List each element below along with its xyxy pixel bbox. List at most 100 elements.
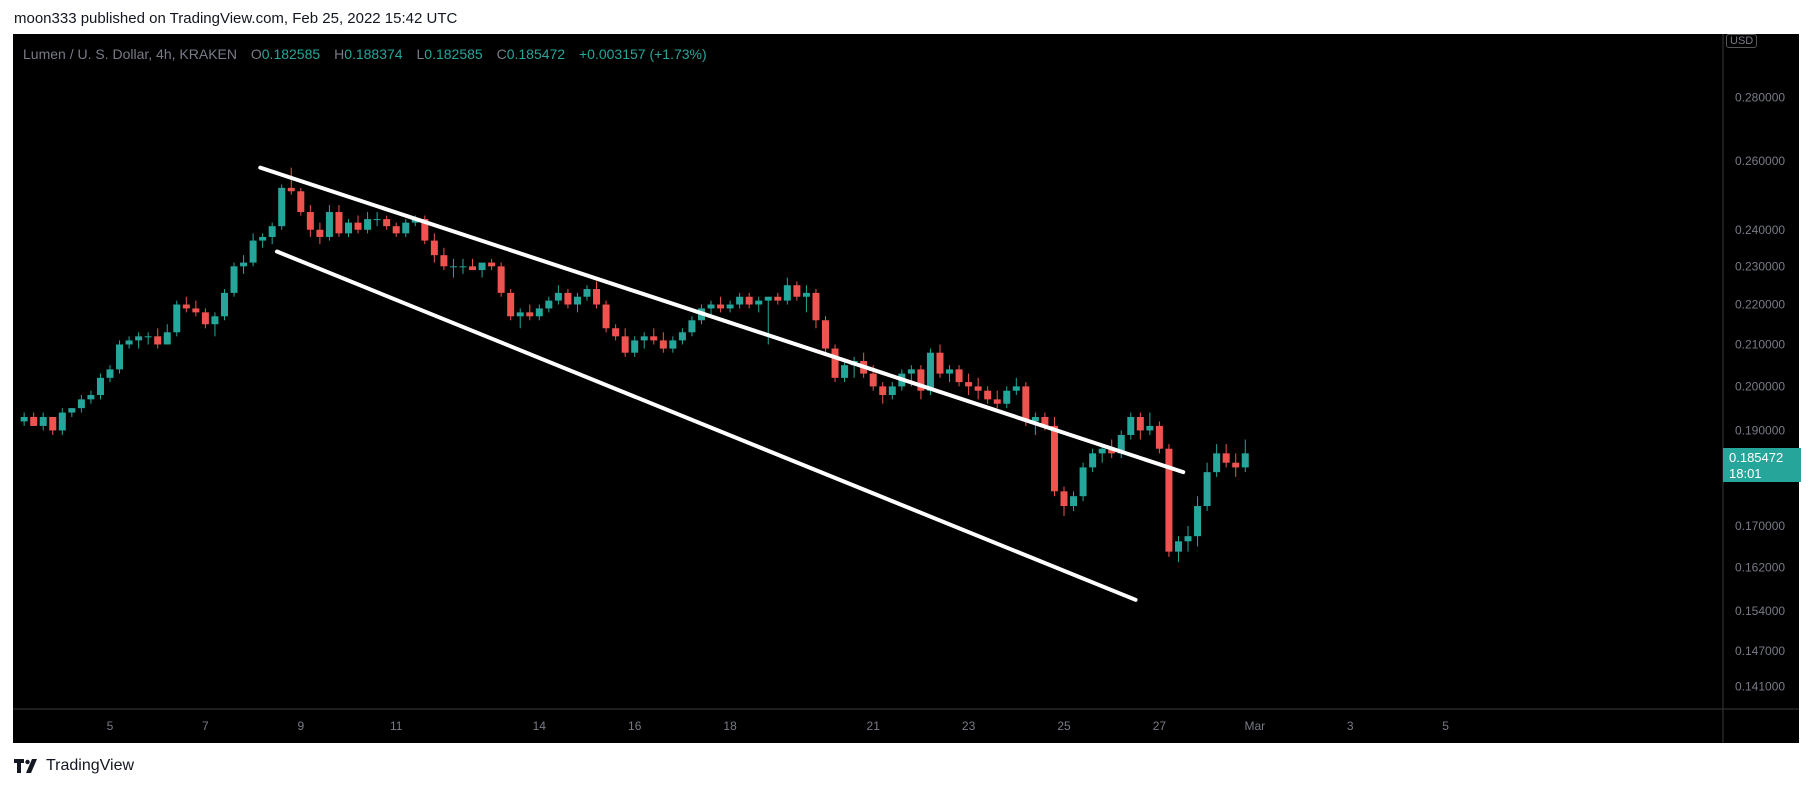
candle-body bbox=[49, 416, 57, 431]
candle-body bbox=[1060, 491, 1068, 507]
last-price: 0.185472 bbox=[1729, 450, 1784, 465]
x-tick-label: 14 bbox=[533, 719, 547, 733]
candle-body bbox=[459, 266, 467, 268]
candle-body bbox=[831, 348, 839, 378]
candle-body bbox=[325, 212, 333, 237]
candle-body bbox=[335, 212, 343, 234]
legend-symbol: Lumen / U. S. Dollar, 4h, KRAKEN bbox=[23, 46, 237, 62]
candle-body bbox=[1079, 467, 1087, 497]
candle-body bbox=[354, 222, 362, 230]
candle-body bbox=[526, 312, 534, 317]
candle-body bbox=[421, 219, 429, 241]
candle-body bbox=[1165, 448, 1173, 552]
y-tick-label: 0.147000 bbox=[1735, 644, 1785, 658]
x-tick-label: Mar bbox=[1244, 719, 1265, 733]
chart-canvas[interactable]: 0.280000 0.260000 0.240000 0.230000 0.220000… bbox=[13, 34, 1799, 743]
ohlc-legend: Lumen / U. S. Dollar, 4h, KRAKEN O0.1825… bbox=[23, 46, 707, 62]
candle-body bbox=[745, 296, 753, 305]
candle-body bbox=[669, 340, 677, 349]
candle-body bbox=[631, 340, 639, 353]
candle-body bbox=[1136, 416, 1144, 431]
candle-body bbox=[30, 416, 38, 426]
legend-open: 0.182585 bbox=[261, 46, 321, 62]
x-tick-label: 23 bbox=[962, 719, 976, 733]
candle-body bbox=[507, 292, 515, 317]
candle-body bbox=[1146, 425, 1154, 431]
candle-body bbox=[1031, 416, 1039, 422]
candle-body bbox=[469, 266, 477, 271]
candle-body bbox=[612, 328, 620, 337]
candle-body bbox=[755, 300, 763, 305]
candle-body bbox=[345, 222, 352, 234]
candle-body bbox=[278, 187, 286, 227]
currency-label[interactable]: USD bbox=[1726, 34, 1758, 48]
candle-body bbox=[488, 262, 496, 267]
candle-body bbox=[650, 336, 658, 341]
candle-body bbox=[201, 312, 209, 325]
candle-body bbox=[1098, 448, 1106, 454]
candle-body bbox=[383, 219, 391, 227]
candle-body bbox=[1203, 472, 1211, 507]
bar-countdown: 18:01 bbox=[1729, 466, 1762, 481]
y-tick-label: 0.230000 bbox=[1735, 259, 1785, 273]
candle-body bbox=[135, 336, 143, 341]
candle-body bbox=[392, 226, 400, 234]
candle-body bbox=[774, 296, 782, 301]
candle-body bbox=[1127, 416, 1135, 435]
candle-body bbox=[707, 304, 715, 309]
candle-body bbox=[230, 266, 238, 293]
y-tick-label: 0.200000 bbox=[1735, 379, 1785, 393]
candle-body bbox=[1012, 386, 1020, 391]
x-tick-label: 5 bbox=[107, 719, 114, 733]
tradingview-logo[interactable]: TradingView bbox=[14, 756, 134, 776]
legend-open-label: O bbox=[250, 46, 262, 62]
candle-body bbox=[888, 386, 896, 396]
candle-body bbox=[364, 219, 372, 230]
published-header: moon333 published on TradingView.com, Fe… bbox=[14, 10, 458, 27]
candle-body bbox=[907, 369, 915, 374]
candle-body bbox=[1213, 453, 1221, 473]
x-tick-label: 18 bbox=[723, 719, 737, 733]
candle-body bbox=[1050, 425, 1058, 492]
x-tick-label: 27 bbox=[1153, 719, 1167, 733]
legend-change: +0.003157 (+1.73%) bbox=[579, 46, 707, 62]
candle-body bbox=[259, 236, 267, 241]
y-tick-label: 0.220000 bbox=[1735, 298, 1785, 312]
candle-body bbox=[984, 390, 992, 400]
candle-body bbox=[1108, 448, 1116, 454]
candle-body bbox=[192, 308, 200, 313]
candle-body bbox=[268, 226, 276, 237]
y-tick-label: 0.280000 bbox=[1735, 90, 1785, 104]
candle-body bbox=[430, 240, 438, 256]
candle-body bbox=[593, 289, 601, 305]
x-tick-label: 5 bbox=[1442, 719, 1449, 733]
x-tick-label: 9 bbox=[297, 719, 304, 733]
legend-low-label: L bbox=[416, 46, 425, 62]
candle-body bbox=[869, 373, 877, 387]
candle-body bbox=[1184, 536, 1192, 542]
candle-body bbox=[163, 332, 171, 345]
candle-body bbox=[1194, 506, 1202, 537]
y-tick-label: 0.162000 bbox=[1735, 560, 1785, 574]
candle-body bbox=[154, 336, 162, 345]
candle-body bbox=[497, 266, 505, 293]
candle-body bbox=[1241, 453, 1249, 468]
candle-body bbox=[1155, 425, 1163, 449]
candle-body bbox=[249, 240, 257, 263]
candle-body bbox=[306, 212, 314, 230]
candle-body bbox=[516, 312, 524, 317]
candle-body bbox=[449, 266, 457, 268]
candle-body bbox=[602, 304, 610, 329]
candle-body bbox=[1003, 390, 1011, 404]
y-tick-label: 0.210000 bbox=[1735, 337, 1785, 351]
chart-panel[interactable]: 0.280000 0.260000 0.240000 0.230000 0.220000… bbox=[13, 34, 1799, 743]
candle-body bbox=[1089, 453, 1097, 468]
candle-body bbox=[926, 352, 934, 391]
tradingview-logo-icon bbox=[14, 759, 40, 773]
candle-body bbox=[1041, 416, 1049, 426]
candle-body bbox=[1022, 386, 1030, 422]
candle-body bbox=[478, 262, 486, 271]
candle-body bbox=[58, 412, 66, 431]
candle-body bbox=[77, 399, 85, 409]
x-tick-label: 21 bbox=[867, 719, 881, 733]
